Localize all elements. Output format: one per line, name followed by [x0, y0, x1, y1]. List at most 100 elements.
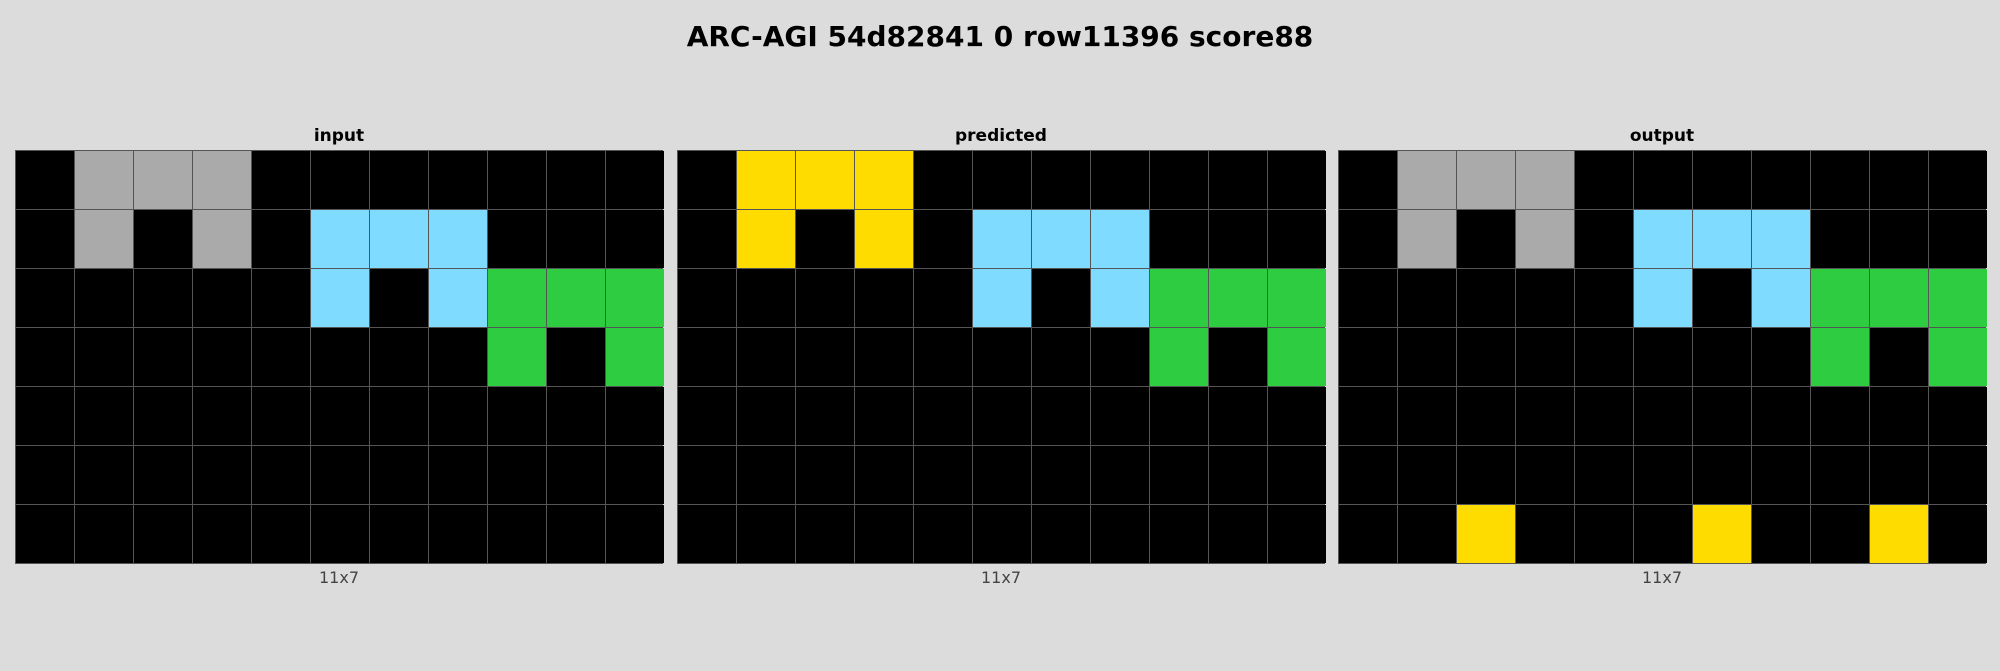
grid-cell: [134, 269, 192, 327]
grid-cell: [1752, 446, 1810, 504]
grid-cell: [1457, 387, 1515, 445]
grid-cell: [1457, 269, 1515, 327]
grid-cell: [1268, 269, 1326, 327]
grid-cell: [1091, 387, 1149, 445]
grid-cell: [547, 151, 605, 209]
grid-size-output: 11x7: [1641, 568, 1682, 587]
grid-cell: [1634, 505, 1692, 563]
grid-cell: [973, 151, 1031, 209]
grid-cell: [252, 328, 310, 386]
panel-input: input 11x7: [15, 122, 664, 587]
grid-cell: [796, 210, 854, 268]
grid-cell: [75, 446, 133, 504]
grid-cell: [606, 210, 664, 268]
grid-cell: [311, 446, 369, 504]
grid-cell: [75, 505, 133, 563]
grid-cell: [488, 210, 546, 268]
grid-cell: [1575, 328, 1633, 386]
grid-cell: [1575, 210, 1633, 268]
grid-cell: [16, 151, 74, 209]
grid-cell: [1811, 505, 1869, 563]
grid-cell: [1693, 505, 1751, 563]
grid-cell: [193, 387, 251, 445]
grid-cell: [488, 151, 546, 209]
grid-cell: [1870, 269, 1928, 327]
grid-cell: [1268, 151, 1326, 209]
grid-cell: [1398, 210, 1456, 268]
grid-cell: [1752, 387, 1810, 445]
grid-cell: [1209, 151, 1267, 209]
grid-cell: [1339, 446, 1397, 504]
grid-cell: [429, 446, 487, 504]
grid-cell: [737, 210, 795, 268]
grid-cell: [678, 446, 736, 504]
grid-cell: [1811, 328, 1869, 386]
grid-cell: [1516, 505, 1574, 563]
grid-cell: [1811, 269, 1869, 327]
grid-cell: [75, 210, 133, 268]
grid-cell: [855, 505, 913, 563]
grid-cell: [1339, 151, 1397, 209]
grid-cell: [737, 387, 795, 445]
grid-cell: [429, 210, 487, 268]
panel-output: output 11x7: [1338, 122, 1987, 587]
grid-cell: [1929, 269, 1987, 327]
grid-cell: [1398, 446, 1456, 504]
grid-cell: [796, 269, 854, 327]
grid-cell: [1150, 210, 1208, 268]
grid-cell: [1693, 387, 1751, 445]
grid-cell: [1693, 328, 1751, 386]
panel-predicted: predicted 11x7: [677, 122, 1326, 587]
grid-cell: [1457, 151, 1515, 209]
grid-cell: [16, 210, 74, 268]
grid-cell: [855, 328, 913, 386]
grid-cell: [855, 210, 913, 268]
grid-cell: [252, 446, 310, 504]
grid-cell: [1032, 151, 1090, 209]
grid-cell: [1752, 505, 1810, 563]
grid-cell: [1032, 446, 1090, 504]
grid-cell: [547, 328, 605, 386]
grid-cell: [1398, 387, 1456, 445]
grid-cell: [855, 446, 913, 504]
grid-cell: [547, 446, 605, 504]
grid-cell: [1268, 210, 1326, 268]
grid-cell: [1339, 387, 1397, 445]
grid-cell: [1150, 151, 1208, 209]
grid-cell: [914, 505, 972, 563]
grid-cell: [1339, 269, 1397, 327]
grid-cell: [1575, 387, 1633, 445]
grid-cell: [1929, 210, 1987, 268]
grid-cell: [193, 446, 251, 504]
grid-cell: [737, 505, 795, 563]
grid-cell: [1870, 210, 1928, 268]
grid-cell: [134, 151, 192, 209]
grid-cell: [1516, 151, 1574, 209]
grid-cell: [1634, 446, 1692, 504]
grid-cell: [1811, 151, 1869, 209]
grid-cell: [973, 328, 1031, 386]
grid-cell: [1929, 328, 1987, 386]
grid-cell: [1209, 505, 1267, 563]
grid-cell: [252, 269, 310, 327]
grid-cell: [1268, 505, 1326, 563]
grid-cell: [914, 151, 972, 209]
grid-cell: [311, 210, 369, 268]
grid-cell: [252, 151, 310, 209]
grid-cell: [1811, 210, 1869, 268]
grid-cell: [1929, 446, 1987, 504]
grid-predicted: [677, 150, 1326, 564]
grid-cell: [134, 505, 192, 563]
grid-cell: [1516, 446, 1574, 504]
grid-cell: [1634, 210, 1692, 268]
grid-cell: [1150, 387, 1208, 445]
grid-cell: [796, 446, 854, 504]
grid-cell: [1752, 151, 1810, 209]
grid-cell: [1634, 328, 1692, 386]
grid-cell: [75, 387, 133, 445]
grid-cell: [1032, 505, 1090, 563]
grid-cell: [1870, 151, 1928, 209]
grid-cell: [311, 328, 369, 386]
grid-cell: [1870, 328, 1928, 386]
grid-cell: [370, 328, 428, 386]
